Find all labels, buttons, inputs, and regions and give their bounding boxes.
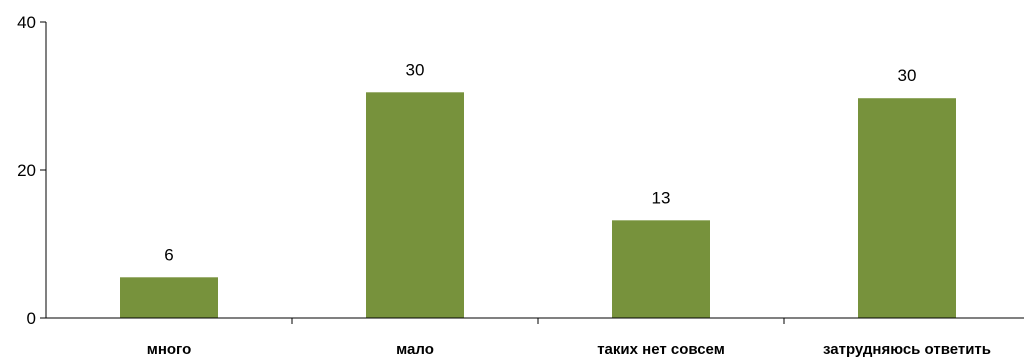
- category-label: затрудняюсь ответить: [823, 341, 991, 358]
- category-labels: много мало таких нет совсем затрудняюсь отв…: [147, 341, 991, 358]
- x-axis-ticks: [291, 318, 785, 324]
- bar: [858, 98, 956, 318]
- data-label: 30: [898, 66, 917, 85]
- category-label: таких нет совсем: [597, 341, 725, 358]
- axes: [45, 22, 1024, 319]
- data-label: 6: [164, 245, 173, 264]
- bar: [120, 277, 218, 318]
- data-labels: 6 30 13 30: [164, 60, 916, 264]
- y-axis-ticks: 0 20 40: [17, 13, 46, 328]
- data-label: 13: [652, 188, 671, 207]
- y-tick-label: 40: [17, 13, 36, 32]
- bar: [612, 220, 710, 318]
- category-label: мало: [396, 341, 434, 358]
- data-label: 30: [406, 60, 425, 79]
- bar-series: [120, 92, 956, 318]
- category-label: много: [147, 341, 192, 358]
- bar: [366, 92, 464, 318]
- y-tick-label: 20: [17, 161, 36, 180]
- y-tick-label: 0: [27, 309, 36, 328]
